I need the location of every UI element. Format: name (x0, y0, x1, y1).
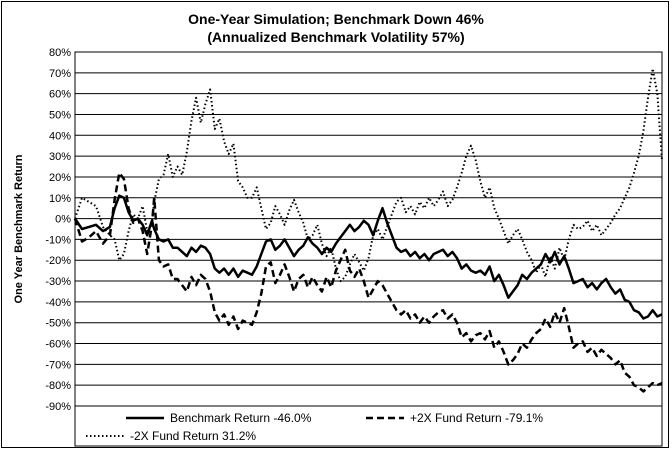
y-axis-label: One Year Benchmark Return (13, 154, 25, 303)
series-lines (73, 67, 663, 393)
series-line-minus2x (74, 67, 663, 283)
y-tick-label: 40% (49, 130, 71, 142)
chart-title: One-Year Simulation; Benchmark Down 46% (188, 11, 484, 27)
legend-box (74, 405, 663, 447)
y-tick-label: -10% (45, 234, 71, 246)
legend: Benchmark Return -46.0% +2X Fund Return … (74, 405, 663, 447)
y-tick-label: 0% (55, 214, 71, 226)
y-tick-label: -70% (45, 359, 71, 371)
y-tick-label: 80% (49, 47, 71, 59)
legend-label-minus2x: -2X Fund Return 31.2% (130, 429, 256, 443)
chart-subtitle: (Annualized Benchmark Volatility 57%) (207, 29, 465, 45)
series-line-plus2x (73, 171, 663, 393)
y-tick-label: 20% (49, 172, 71, 184)
series-line-benchmark (73, 194, 663, 320)
legend-label-plus2x: +2X Fund Return -79.1% (410, 411, 543, 425)
plot-area-border (74, 51, 663, 407)
y-tick-label: 10% (49, 193, 71, 205)
gridlines (75, 72, 662, 386)
y-tick-label: -60% (45, 339, 71, 351)
legend-label-benchmark: Benchmark Return -46.0% (170, 411, 312, 425)
y-tick-label: -80% (45, 380, 71, 392)
y-tick-label: -50% (45, 318, 71, 330)
y-tick-label: -40% (45, 297, 71, 309)
y-tick-label: 60% (49, 89, 71, 101)
y-tick-label: -20% (45, 255, 71, 267)
y-tick-label: -30% (45, 276, 71, 288)
y-tick-label: 70% (49, 68, 71, 80)
y-tick-label: 30% (49, 151, 71, 163)
y-tick-label: -90% (45, 401, 71, 413)
y-tick-label: 50% (49, 109, 71, 121)
y-tick-labels: 80% 70% 60% 50% 40% 30% 20% 10% 0% -10% -20% -30% -4… (45, 47, 71, 413)
